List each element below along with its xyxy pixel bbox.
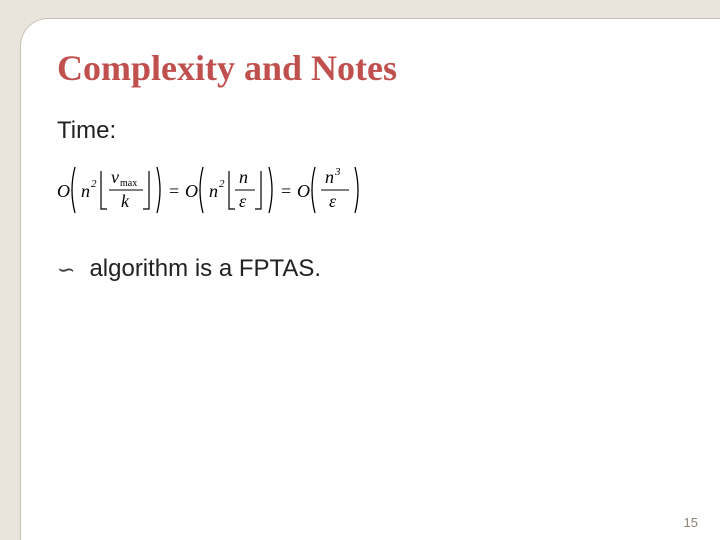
formula-svg: O n 2 v max k = [57,159,477,221]
bullet-icon: ∽ [57,259,75,281]
svg-text:n: n [81,181,90,201]
svg-text:max: max [120,178,137,189]
svg-text:2: 2 [91,178,97,190]
bullet-text: algorithm is a FPTAS. [89,255,321,283]
svg-text:n: n [239,167,248,187]
page-number: 15 [684,515,698,530]
svg-text:=: = [281,181,291,201]
svg-text:O: O [57,181,70,201]
slide-title: Complexity and Notes [57,49,684,89]
svg-text:=: = [169,181,179,201]
complexity-formula: O n 2 v max k = [57,159,684,229]
svg-text:ε: ε [239,191,247,211]
svg-text:n: n [325,167,334,187]
svg-text:k: k [121,191,130,211]
slide: Complexity and Notes Time: O n 2 v max [0,0,720,540]
svg-text:2: 2 [219,178,225,190]
svg-text:ε: ε [329,191,337,211]
svg-text:O: O [297,181,310,201]
svg-text:3: 3 [334,166,341,178]
content-panel: Complexity and Notes Time: O n 2 v max [20,18,720,540]
time-label: Time: [57,117,684,145]
bullet-row: ∽ algorithm is a FPTAS. [57,255,684,283]
svg-text:n: n [209,181,218,201]
svg-text:O: O [185,181,198,201]
svg-text:v: v [111,167,119,187]
